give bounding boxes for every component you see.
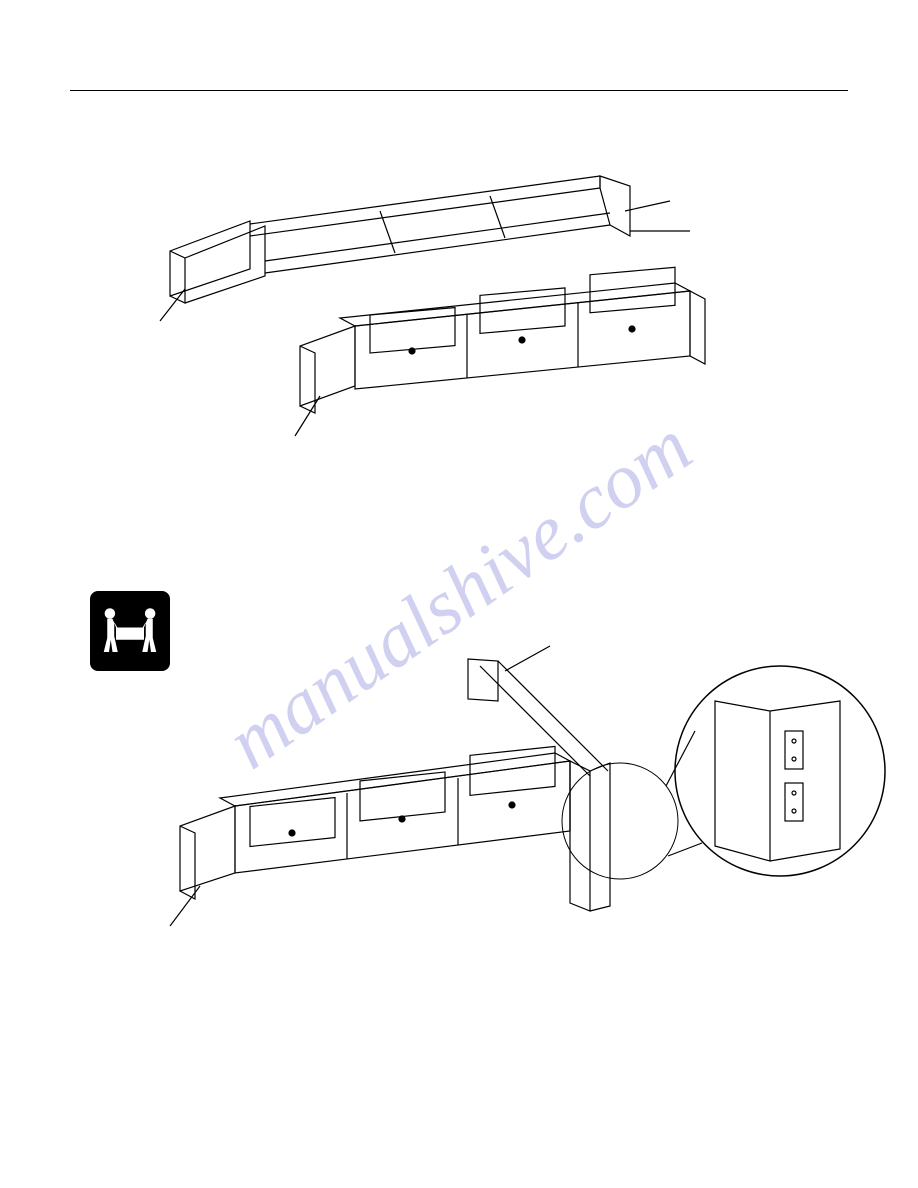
leader-line [160,289,185,321]
leader-line [505,646,550,671]
drawer-knob-icon [409,348,415,354]
leader-line [295,396,320,436]
diagram-section-1 [70,131,848,531]
leader-line [625,201,670,211]
drawer-knob-icon [399,816,405,822]
assembly-join-diagram [150,611,900,1011]
rear-frame-unit [170,176,630,303]
drawer-knob-icon [289,830,295,836]
drawer-knob-icon [519,337,525,343]
drawer-knob-icon [509,802,515,808]
leader-line [170,886,200,926]
drawer-knob-icon [629,326,635,332]
diagram-section-2 [70,591,848,1031]
front-drawer-unit [300,267,705,413]
rear-rail [468,659,608,776]
exploded-view-diagram [130,161,850,481]
manual-page: manualshive.com [0,0,918,1188]
drawer-unit-side [180,746,570,899]
page-divider [70,90,848,91]
